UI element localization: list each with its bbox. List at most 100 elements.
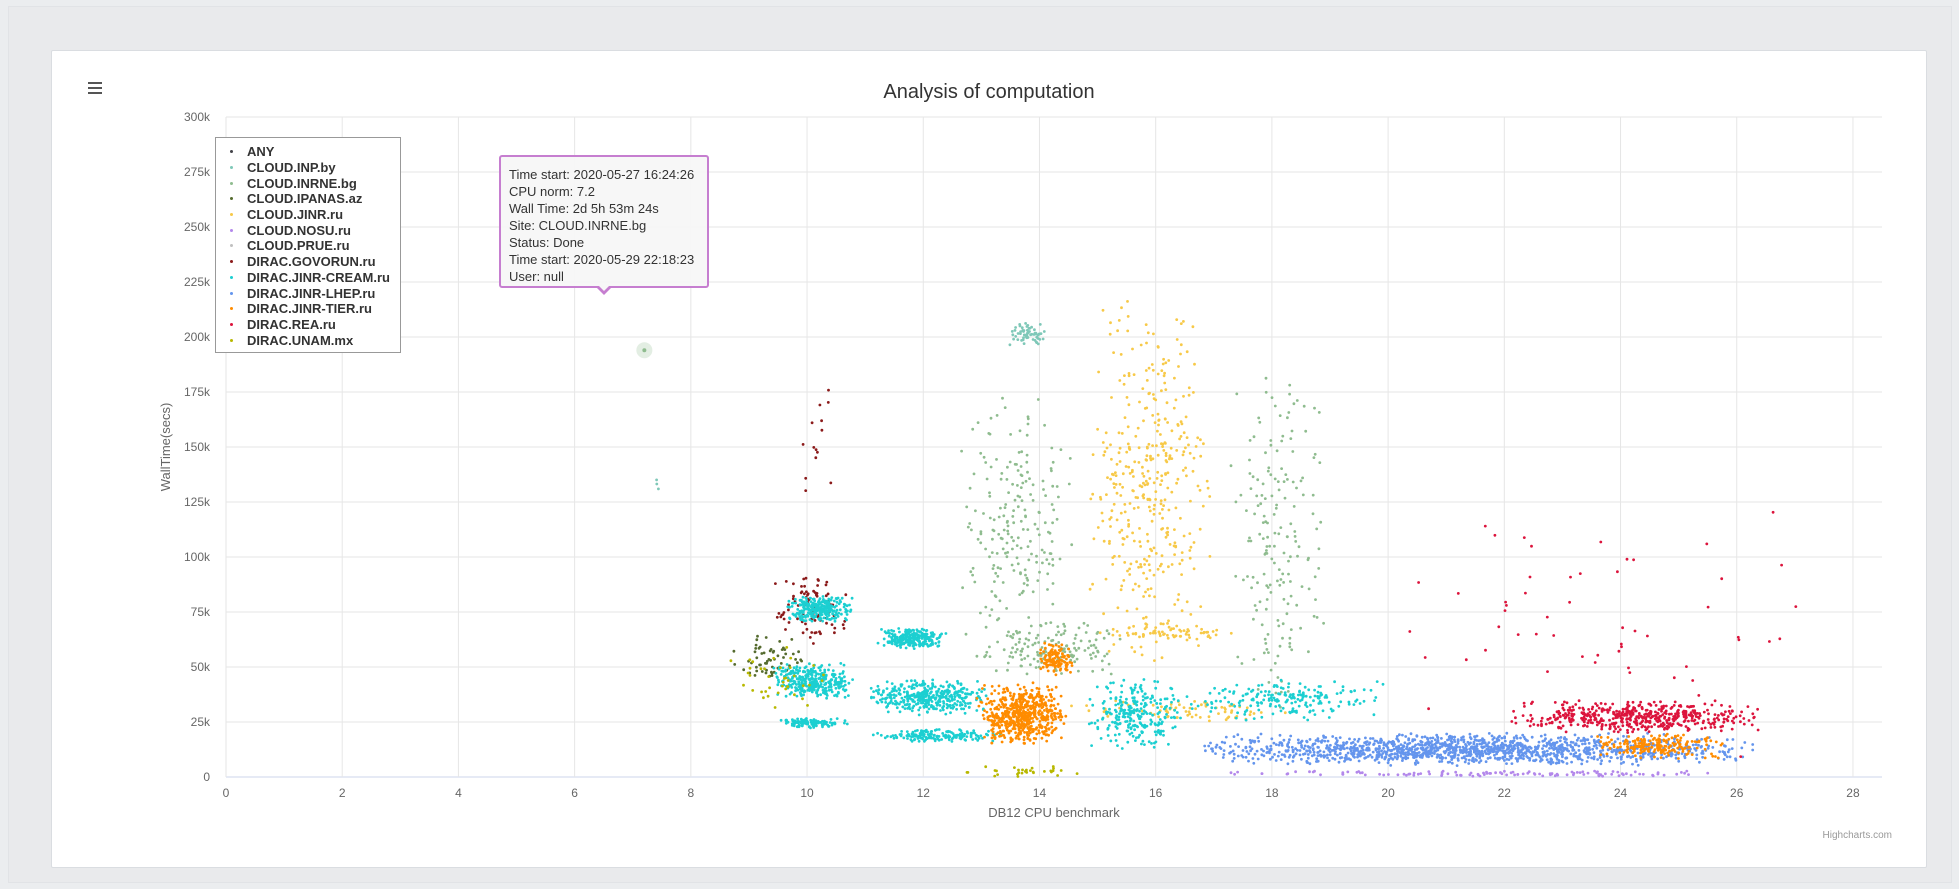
- data-point: [1456, 759, 1460, 762]
- data-point: [1170, 429, 1174, 433]
- data-point: [1616, 737, 1620, 741]
- data-point: [1120, 703, 1124, 707]
- data-point: [1404, 735, 1408, 738]
- data-point: [1300, 585, 1304, 588]
- data-point: [881, 697, 884, 701]
- data-point: [782, 656, 785, 659]
- data-point: [792, 666, 796, 670]
- data-point: [828, 608, 832, 612]
- data-point: [783, 648, 787, 651]
- data-point: [1377, 761, 1381, 764]
- data-point: [1208, 691, 1212, 695]
- data-point: [1541, 739, 1545, 743]
- data-point: [999, 477, 1003, 481]
- data-point: [1276, 676, 1280, 679]
- data-point: [1206, 486, 1210, 490]
- data-point: [1484, 752, 1488, 755]
- data-point: [1200, 703, 1203, 707]
- data-point: [1507, 751, 1511, 755]
- data-point: [1515, 736, 1519, 740]
- data-point: [1438, 760, 1441, 763]
- data-point: [1133, 702, 1137, 705]
- data-point: [1123, 503, 1127, 506]
- y-tick-label: 100k: [184, 550, 211, 564]
- data-point: [1677, 759, 1681, 763]
- data-point: [1299, 693, 1302, 696]
- data-point: [810, 619, 814, 623]
- data-point: [925, 737, 929, 740]
- data-point: [1156, 706, 1159, 709]
- data-point: [1123, 374, 1126, 377]
- data-point: [1169, 686, 1173, 690]
- data-point: [945, 680, 949, 684]
- data-point: [906, 697, 909, 701]
- data-point: [1377, 747, 1381, 751]
- data-point: [1295, 711, 1298, 714]
- data-point: [1051, 558, 1055, 561]
- data-point: [835, 600, 839, 604]
- credits-link[interactable]: Highcharts.com: [1822, 830, 1892, 841]
- data-point: [809, 600, 813, 603]
- data-point: [1025, 672, 1029, 676]
- data-point: [1251, 757, 1255, 760]
- data-point: [1095, 632, 1099, 635]
- data-point: [1453, 735, 1457, 739]
- data-point: [795, 721, 799, 724]
- data-point: [764, 671, 768, 675]
- data-point: [1247, 759, 1250, 763]
- data-point: [1143, 483, 1147, 487]
- data-point: [818, 597, 822, 601]
- data-point: [823, 599, 827, 603]
- data-point: [1619, 757, 1623, 761]
- data-point: [1096, 650, 1100, 654]
- data-point: [974, 733, 978, 737]
- data-point: [1101, 668, 1104, 672]
- data-point: [1019, 519, 1023, 523]
- data-point: [1068, 650, 1072, 654]
- data-point: [781, 666, 785, 670]
- data-point: [1112, 482, 1116, 485]
- data-point: [1119, 588, 1123, 592]
- data-point: [1002, 514, 1006, 518]
- data-point: [1120, 684, 1123, 688]
- data-point: [1562, 746, 1565, 750]
- data-point: [1022, 336, 1025, 340]
- data-point: [1371, 750, 1375, 754]
- data-point: [788, 692, 792, 696]
- data-point: [1283, 755, 1287, 758]
- data-point: [733, 663, 737, 666]
- data-point: [1249, 741, 1253, 745]
- data-point: [990, 685, 994, 688]
- data-point: [1148, 498, 1152, 502]
- data-point: [1043, 551, 1046, 554]
- data-point: [1158, 512, 1162, 515]
- data-point: [1036, 650, 1039, 654]
- data-point: [1073, 646, 1076, 650]
- data-point: [1037, 731, 1041, 735]
- data-point: [844, 593, 848, 597]
- hamburger-icon[interactable]: [86, 79, 104, 97]
- data-point: [893, 685, 897, 689]
- data-point: [1430, 740, 1434, 743]
- data-point: [1419, 746, 1423, 750]
- data-point: [924, 688, 928, 692]
- data-point: [1129, 562, 1133, 566]
- data-point: [1203, 744, 1207, 748]
- data-point: [1306, 753, 1310, 756]
- data-point: [1356, 755, 1359, 759]
- data-point: [1011, 636, 1014, 640]
- data-point: [1164, 535, 1168, 539]
- data-point: [982, 455, 986, 459]
- data-point: [824, 686, 828, 690]
- data-point: [1281, 636, 1284, 640]
- data-point: [1249, 704, 1253, 708]
- data-point: [828, 681, 832, 685]
- data-point: [1234, 742, 1237, 746]
- data-point: [913, 733, 917, 737]
- data-point: [1586, 756, 1590, 759]
- data-point: [997, 532, 1001, 536]
- data-point: [791, 677, 794, 680]
- data-point: [1165, 697, 1169, 701]
- data-point: [1005, 706, 1009, 710]
